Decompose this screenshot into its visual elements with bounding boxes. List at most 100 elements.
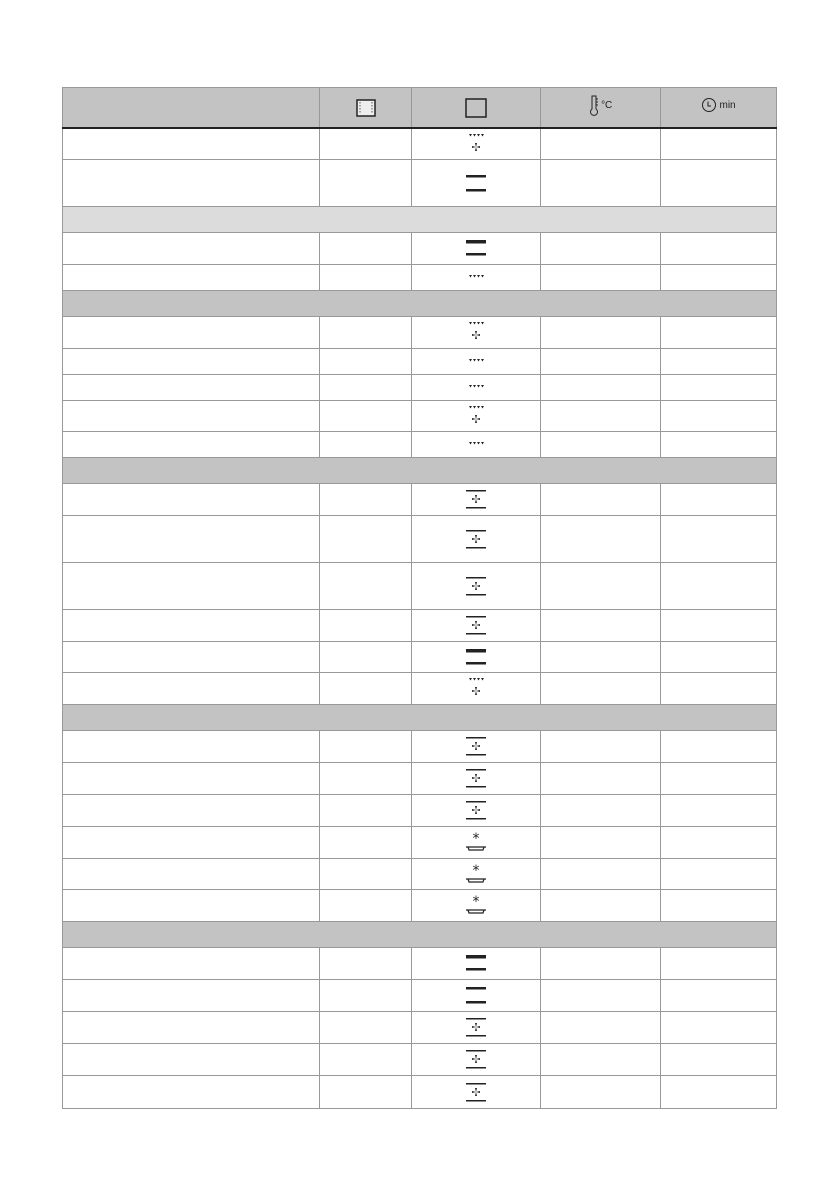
temperature-cell <box>540 1042 662 1076</box>
function-cell <box>411 1010 542 1044</box>
grill-fan-icon <box>412 405 540 427</box>
section-row <box>62 289 777 317</box>
grill-icon <box>412 440 540 448</box>
time-cell <box>660 640 777 673</box>
food-cell <box>62 315 320 349</box>
fan-heating-icon <box>412 1016 540 1038</box>
time-cell <box>660 430 777 458</box>
table-row <box>62 1074 777 1109</box>
fan-heating-icon <box>412 767 540 789</box>
table-row <box>62 946 777 980</box>
shelf-cell <box>318 373 413 401</box>
shelf-cell <box>318 608 413 642</box>
time-cell <box>660 1042 777 1076</box>
fan-heating-icon <box>412 1048 540 1070</box>
food-cell <box>62 263 320 291</box>
food-cell <box>62 761 320 795</box>
temperature-cell <box>540 671 662 705</box>
function-cell <box>411 399 542 432</box>
time-cell <box>660 347 777 375</box>
food-cell <box>62 373 320 401</box>
food-cell <box>62 399 320 432</box>
function-cell <box>411 793 542 827</box>
function-cell: * <box>411 857 542 890</box>
table-row <box>62 347 777 375</box>
food-cell <box>62 1074 320 1109</box>
function-cell <box>411 1074 542 1109</box>
time-cell <box>660 671 777 705</box>
section-cell <box>62 920 777 948</box>
shelf-cell <box>318 825 413 859</box>
function-cell <box>411 671 542 705</box>
svg-text:*: * <box>473 894 480 910</box>
food-cell <box>62 347 320 375</box>
temperature-cell <box>540 640 662 673</box>
temperature-cell <box>540 761 662 795</box>
temperature-cell <box>540 729 662 763</box>
header-food <box>62 87 320 129</box>
time-cell <box>660 561 777 610</box>
function-cell <box>411 315 542 349</box>
fan-heating-icon <box>412 575 540 597</box>
food-cell <box>62 231 320 265</box>
table-row: * <box>62 888 777 922</box>
food-cell <box>62 158 320 207</box>
shelf-cell <box>318 430 413 458</box>
time-cell <box>660 263 777 291</box>
food-cell <box>62 430 320 458</box>
shelf-cell <box>318 263 413 291</box>
shelf-cell <box>318 1074 413 1109</box>
top-bottom-heat-icon <box>412 237 540 259</box>
time-cell <box>660 315 777 349</box>
table-row <box>62 127 777 160</box>
function-cell <box>411 729 542 763</box>
food-cell <box>62 514 320 563</box>
time-cell <box>660 1010 777 1044</box>
temperature-cell <box>540 373 662 401</box>
temperature-cell <box>540 608 662 642</box>
grill-icon <box>412 273 540 281</box>
food-cell <box>62 857 320 890</box>
function-cell <box>411 1042 542 1076</box>
food-cell <box>62 640 320 673</box>
time-cell <box>660 373 777 401</box>
table-row <box>62 399 777 432</box>
time-cell <box>660 158 777 207</box>
table-row <box>62 978 777 1012</box>
table-row <box>62 231 777 265</box>
time-cell <box>660 231 777 265</box>
temperature-cell <box>540 315 662 349</box>
shelf-cell <box>318 793 413 827</box>
function-cell <box>411 761 542 795</box>
shelf-cell <box>318 561 413 610</box>
temperature-cell <box>540 946 662 980</box>
food-cell <box>62 946 320 980</box>
temperature-cell <box>540 263 662 291</box>
table-row <box>62 608 777 642</box>
function-cell: * <box>411 825 542 859</box>
temperature-cell <box>540 158 662 207</box>
temperature-cell <box>540 857 662 890</box>
top-bottom-heat-icon <box>412 646 540 668</box>
function-cell <box>411 263 542 291</box>
table-row <box>62 761 777 795</box>
temperature-cell <box>540 825 662 859</box>
function-cell <box>411 640 542 673</box>
time-cell <box>660 399 777 432</box>
fan-heating-icon <box>412 528 540 550</box>
shelf-cell <box>318 158 413 207</box>
temperature-cell <box>540 978 662 1012</box>
time-cell <box>660 978 777 1012</box>
table-row: * <box>62 857 777 890</box>
food-cell <box>62 482 320 516</box>
food-cell <box>62 671 320 705</box>
fan-heating-icon <box>412 735 540 757</box>
temperature-cell <box>540 430 662 458</box>
shelf-cell <box>318 514 413 563</box>
grill-icon <box>412 383 540 391</box>
shelf-cell <box>318 1010 413 1044</box>
shelf-cell <box>318 482 413 516</box>
table-row <box>62 671 777 705</box>
temp-unit: °C <box>601 99 613 111</box>
table-row <box>62 315 777 349</box>
